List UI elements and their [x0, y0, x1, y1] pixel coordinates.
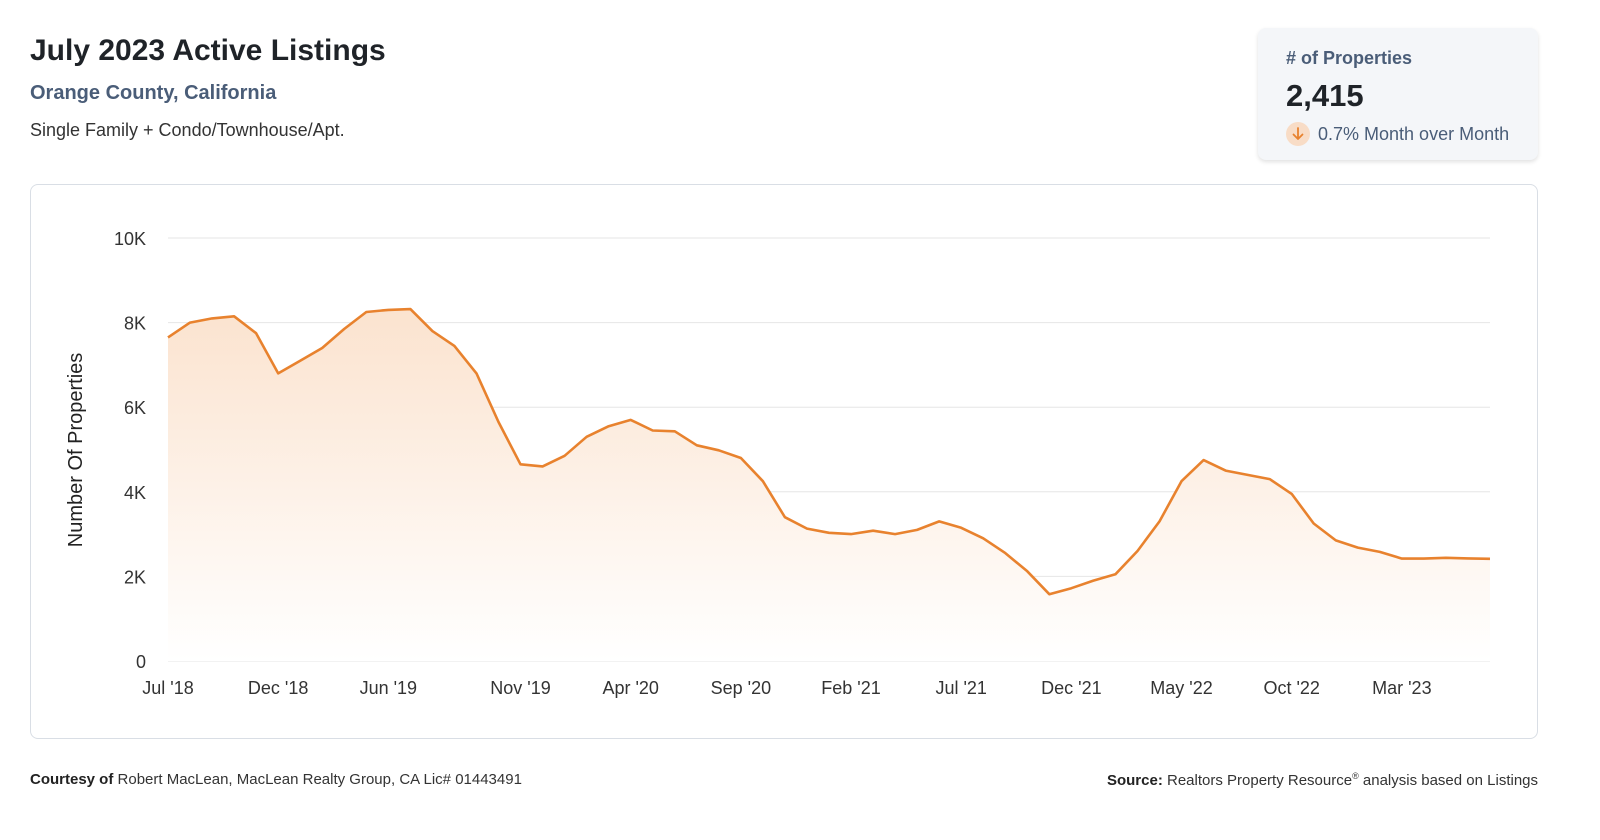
x-tick-label: Sep '20 — [711, 678, 772, 698]
courtesy-text: Robert MacLean, MacLean Realty Group, CA… — [117, 771, 522, 788]
y-tick-label: 4K — [124, 483, 146, 503]
courtesy-label: Courtesy of — [30, 771, 114, 788]
x-tick-label: Mar '23 — [1372, 678, 1431, 698]
x-tick-label: Feb '21 — [821, 678, 880, 698]
x-tick-label: May '22 — [1150, 678, 1212, 698]
property-type-caption: Single Family + Condo/Townhouse/Apt. — [30, 120, 345, 140]
x-tick-label: Dec '21 — [1041, 678, 1101, 698]
y-tick-label: 8K — [124, 314, 146, 334]
page-title: July 2023 Active Listings — [30, 34, 386, 67]
kpi-label: # of Properties — [1286, 48, 1413, 68]
arrow-down-icon — [1286, 122, 1310, 146]
y-axis-label: Number Of Properties — [65, 353, 87, 548]
location-subtitle: Orange County, California — [30, 82, 277, 104]
kpi-change-text: 0.7% Month over Month — [1318, 123, 1510, 144]
kpi-card: # of Properties 2,415 0.7% Month over Mo… — [1258, 28, 1538, 160]
y-tick-label: 2K — [124, 567, 146, 587]
x-tick-label: Dec '18 — [248, 678, 308, 698]
x-tick-label: Oct '22 — [1263, 678, 1319, 698]
source-text-post: analysis based on Listings — [1362, 772, 1538, 789]
y-tick-label: 0 — [136, 652, 146, 672]
registered-mark: ® — [1352, 771, 1359, 781]
x-tick-label: Apr '20 — [602, 678, 658, 698]
source-label: Source: — [1106, 772, 1163, 789]
courtesy-footer: Courtesy of Robert MacLean, MacLean Real… — [30, 771, 522, 788]
x-tick-label: Jul '21 — [935, 678, 986, 698]
x-tick-label: Nov '19 — [490, 678, 550, 698]
x-tick-label: Jul '18 — [142, 678, 193, 698]
series-area — [168, 309, 1490, 661]
y-tick-label: 6K — [124, 398, 146, 418]
kpi-value: 2,415 — [1286, 78, 1364, 113]
source-text-pre: Realtors Property Resource — [1167, 772, 1353, 789]
kpi-change: 0.7% Month over Month — [1286, 122, 1509, 146]
source-footer: Source: Realtors Property Resource® anal… — [1107, 771, 1538, 789]
x-tick-label: Jun '19 — [360, 678, 417, 698]
series-line — [167, 307, 1491, 596]
y-tick-label: 10K — [114, 229, 146, 249]
